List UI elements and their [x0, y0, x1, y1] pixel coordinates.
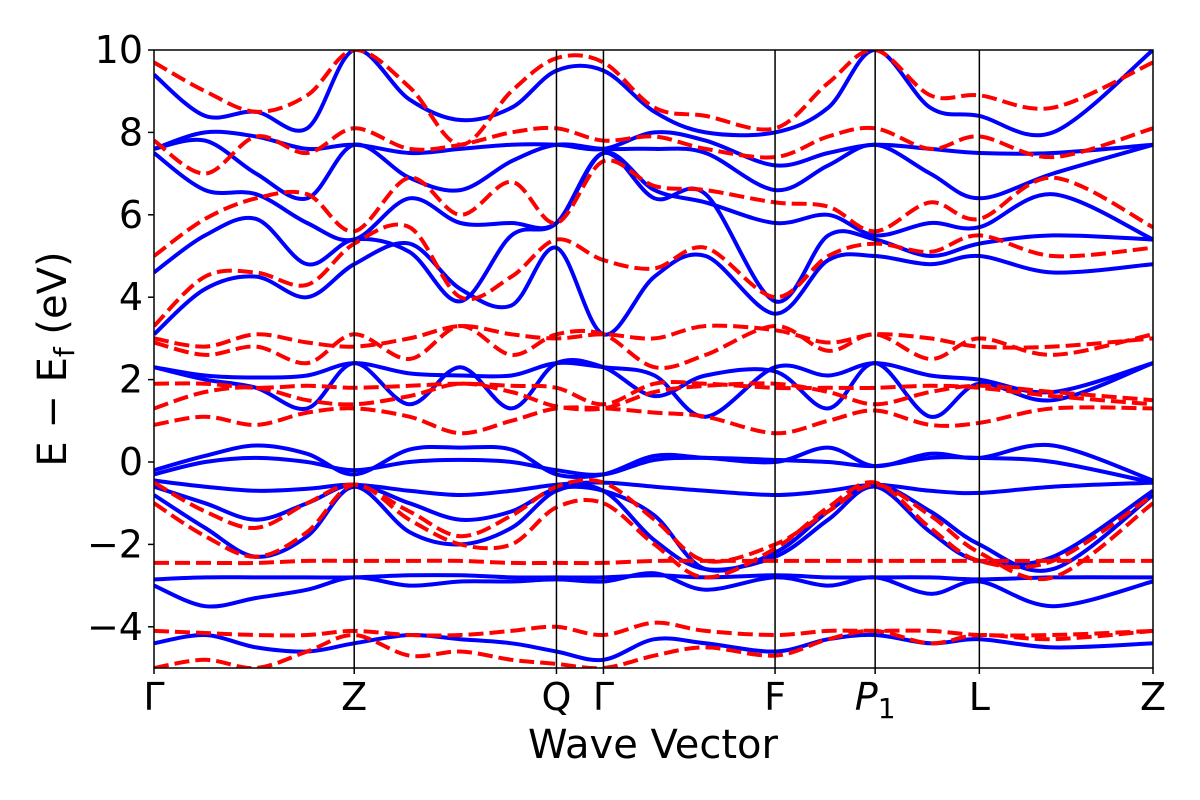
y-tick-label: 10 — [95, 28, 143, 72]
x-tick-label: L — [969, 675, 990, 719]
x-tick-label: Z — [1140, 675, 1166, 719]
band-line-solid-3 — [154, 573, 1153, 582]
x-tick-label: Q — [541, 675, 571, 719]
x-tick-label-main: P — [855, 675, 878, 719]
band-line-solid-10 — [154, 360, 1153, 419]
band-line-solid-9 — [154, 357, 1153, 419]
band-line-dashed-13 — [154, 125, 1153, 176]
band-line-dashed-8 — [154, 380, 1153, 407]
y-tick-label: −4 — [87, 605, 143, 649]
band-line-solid-16 — [154, 50, 1153, 138]
y-axis-label-tail: (eV) — [30, 251, 76, 347]
band-line-solid-6 — [154, 478, 1153, 497]
plot-frame — [153, 49, 1154, 669]
y-axis-ticks: −4 −2 0 2 4 6 8 10 — [87, 28, 154, 649]
band-line-solid-13 — [154, 150, 1153, 243]
band-line-dashed-5 — [154, 478, 1153, 581]
y-tick-label: 4 — [119, 275, 143, 319]
x-axis-label: Wave Vector — [528, 722, 779, 768]
y-tick-label: 0 — [119, 440, 143, 484]
band-line-dashed-6 — [154, 405, 1153, 436]
y-tick-label: 6 — [119, 193, 143, 237]
band-line-solid-15 — [154, 129, 1153, 168]
x-tick-label: Z — [341, 675, 367, 719]
band-line-dashed-1 — [154, 628, 1153, 668]
kpoint-lines — [353, 50, 981, 668]
band-line-dashed-4 — [154, 480, 1153, 580]
x-axis-ticks: Γ Z Q Γ F P1 L Z — [143, 668, 1166, 725]
y-tick-label: 8 — [119, 110, 143, 154]
band-line-dashed-7 — [154, 381, 1153, 412]
y-axis-label-sub: f — [48, 346, 81, 357]
band-line-solid-4 — [154, 483, 1153, 572]
x-tick-label: F — [764, 675, 786, 719]
series-dashed — [154, 50, 1153, 668]
band-line-dashed-2 — [154, 620, 1153, 638]
y-tick-label: −2 — [87, 522, 143, 566]
x-tick-label-sub: 1 — [878, 692, 896, 725]
x-tick-label: Γ — [593, 675, 614, 719]
x-tick-label: Γ — [143, 675, 164, 719]
x-tick-label: P1 — [855, 675, 896, 725]
band-line-dashed-9 — [154, 323, 1153, 370]
band-line-dashed-10 — [154, 323, 1153, 350]
band-line-solid-2 — [154, 571, 1153, 609]
band-line-dashed-14 — [154, 50, 1153, 147]
y-tick-label: 2 — [119, 358, 143, 402]
band-line-dashed-3 — [154, 558, 1153, 566]
band-line-dashed-11 — [154, 222, 1153, 328]
y-axis-label: E − Ef (eV) — [30, 251, 81, 466]
bands-layer — [154, 50, 1153, 668]
y-axis-label-main: E − E — [30, 357, 76, 467]
band-line-solid-8 — [154, 442, 1153, 483]
